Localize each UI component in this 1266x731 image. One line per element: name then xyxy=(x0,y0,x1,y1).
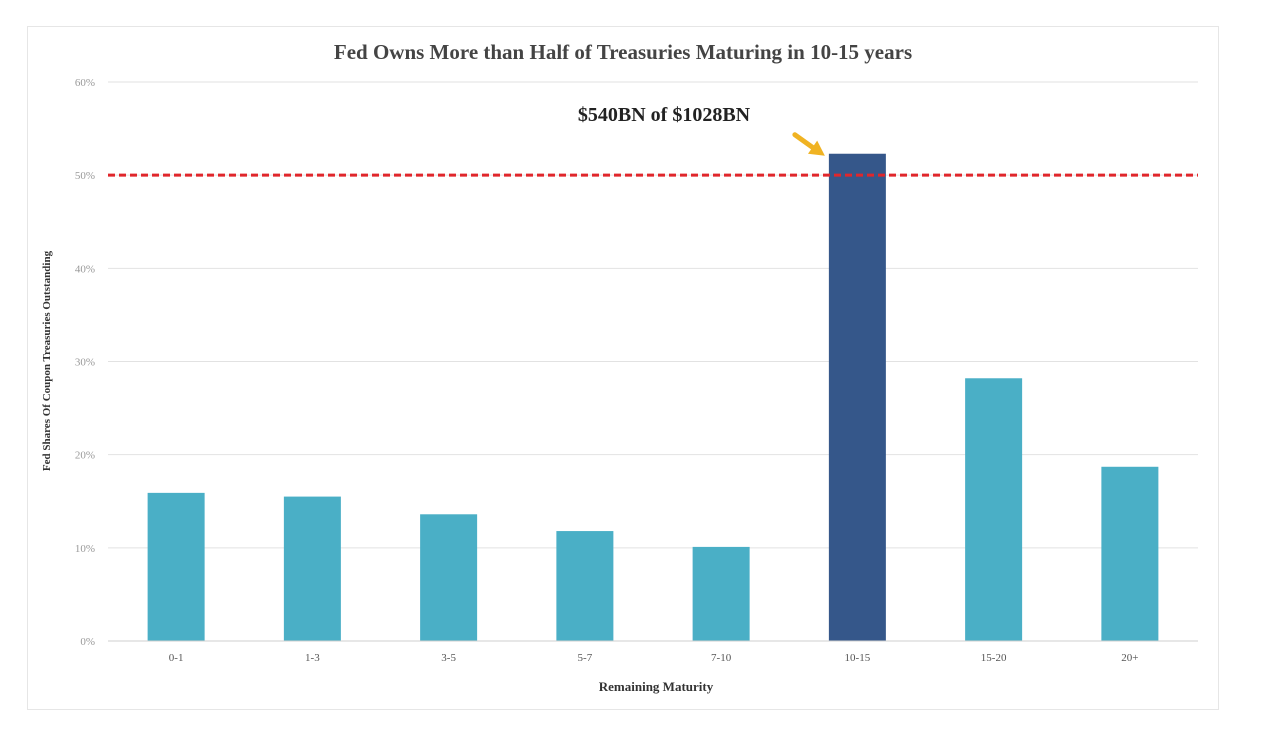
x-tick-label: 10-15 xyxy=(845,652,871,664)
bar-0-1 xyxy=(147,492,205,641)
y-tick-label: 40% xyxy=(75,263,95,275)
y-tick-label: 60% xyxy=(75,77,95,89)
y-tick-label: 20% xyxy=(75,450,95,462)
x-axis-label: Remaining Maturity xyxy=(599,679,714,694)
chart-title: Fed Owns More than Half of Treasuries Ma… xyxy=(334,40,912,64)
chart-frame: Fed Owns More than Half of Treasuries Ma… xyxy=(27,26,1219,710)
bar-chart: Fed Owns More than Half of Treasuries Ma… xyxy=(41,40,1198,694)
annotation-arrow-shaft xyxy=(792,132,819,153)
annotation-label: $540BN of $1028BN xyxy=(578,104,751,126)
annotation-arrow-head xyxy=(807,140,825,156)
x-tick-label: 3-5 xyxy=(441,652,456,664)
x-tick-label: 20+ xyxy=(1121,652,1138,664)
y-tick-label: 0% xyxy=(80,636,95,648)
x-axis-ticks: 0-1 1-3 3-5 5-7 7-10 10-15 15-20 20+ xyxy=(169,652,1139,664)
gridlines xyxy=(108,81,1198,642)
x-tick-label: 5-7 xyxy=(578,652,593,664)
bar-3-5 xyxy=(420,514,478,641)
bar-20+ xyxy=(1101,466,1159,641)
bar-10-15 xyxy=(828,153,886,641)
x-tick-label: 1-3 xyxy=(305,652,320,664)
annotation-group: $540BN of $1028BN xyxy=(578,104,825,156)
bar-1-3 xyxy=(283,496,341,641)
y-tick-label: 30% xyxy=(75,357,95,369)
bar-7-10 xyxy=(692,546,750,641)
x-tick-label: 15-20 xyxy=(981,652,1007,664)
y-axis-label: Fed Shares Of Coupon Treasuries Outstand… xyxy=(41,250,53,471)
x-tick-label: 7-10 xyxy=(711,652,732,664)
bars xyxy=(108,153,1198,642)
y-tick-label: 50% xyxy=(75,170,95,182)
y-tick-label: 10% xyxy=(75,543,95,555)
y-axis-ticks: 0% 10% 20% 30% 40% 50% 60% xyxy=(75,77,95,648)
x-tick-label: 0-1 xyxy=(169,652,184,664)
bar-5-7 xyxy=(556,531,614,641)
bar-15-20 xyxy=(965,378,1023,641)
